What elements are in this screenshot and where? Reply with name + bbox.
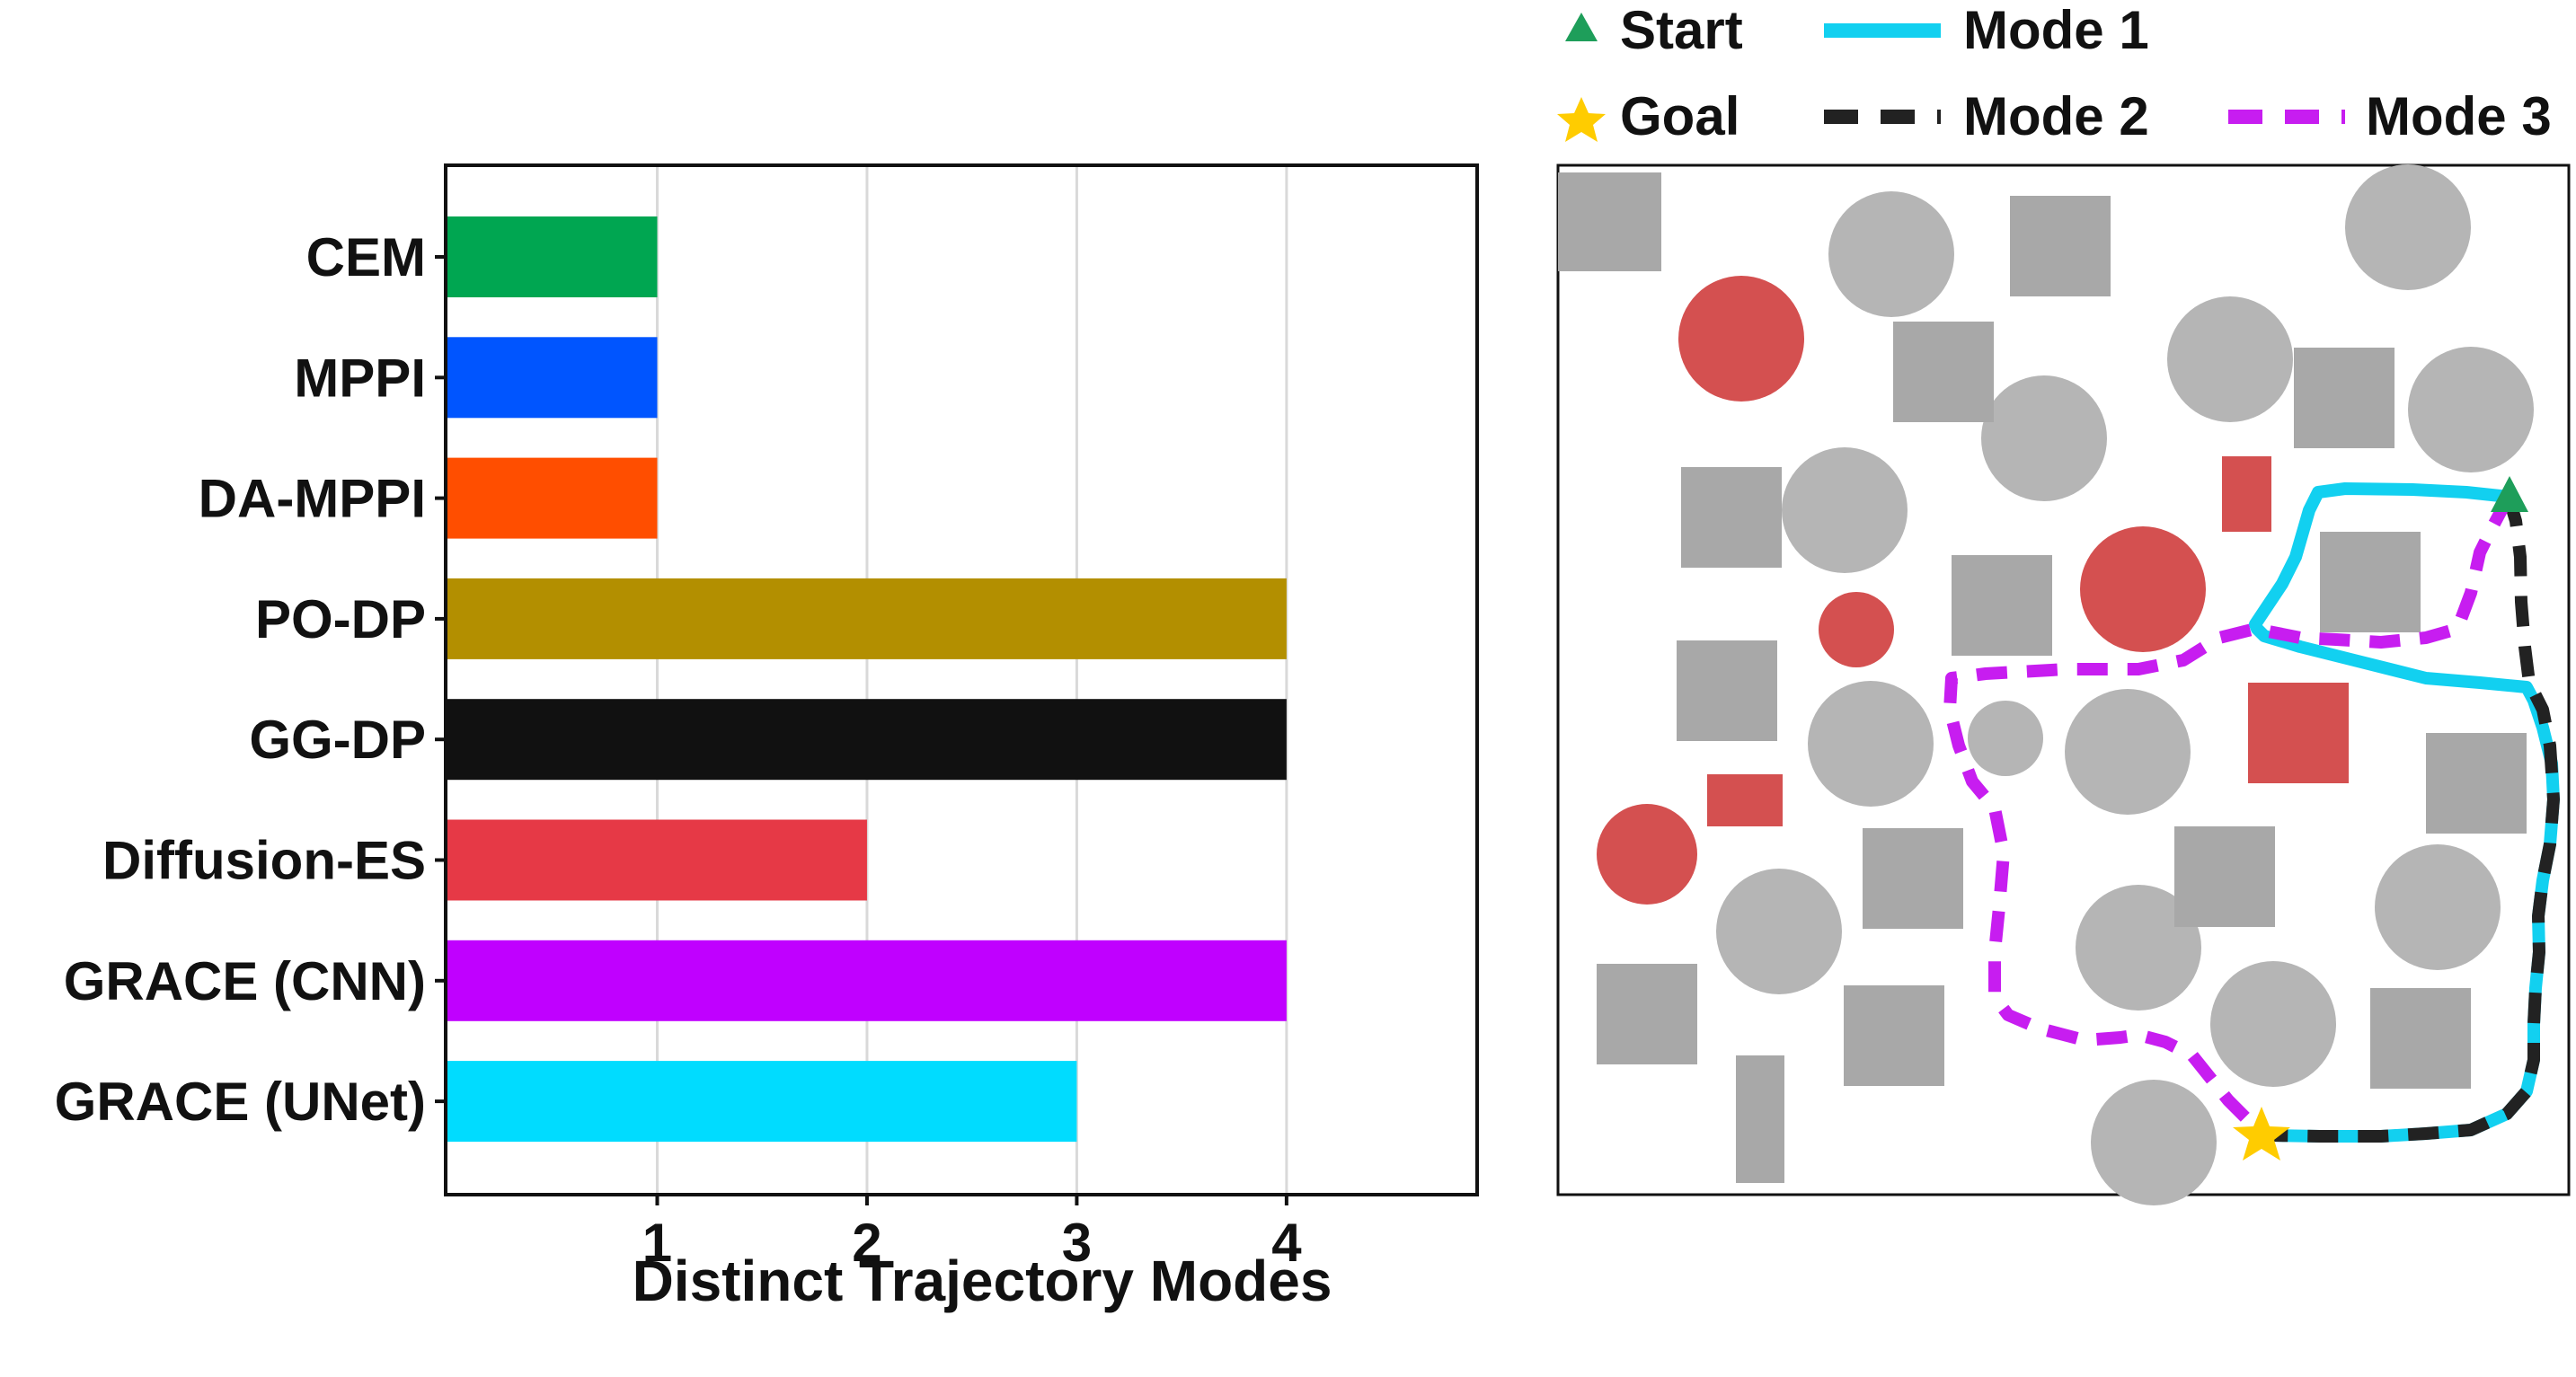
- obstacle-circle-red: [1597, 804, 1697, 905]
- obstacle-square-red: [2222, 456, 2271, 532]
- grid-lines: [655, 167, 1288, 1193]
- y-tick-label: CEM: [306, 227, 426, 287]
- x-tick-label: 1: [642, 1213, 672, 1273]
- bar: [447, 457, 658, 539]
- obstacle-square: [1597, 964, 1697, 1064]
- obstacle-square: [1844, 985, 1944, 1086]
- obstacle-square: [2426, 733, 2527, 834]
- obstacle-square: [1863, 828, 1963, 929]
- obstacle-circle: [1968, 701, 2043, 776]
- obstacle-square: [2174, 826, 2275, 927]
- obstacle-circle: [1808, 681, 1934, 807]
- obstacle-circle-red: [2080, 526, 2206, 652]
- legend-mode1: Mode 1: [1963, 0, 2149, 60]
- obstacle-circle: [2345, 164, 2471, 290]
- obstacle-square: [1677, 640, 1777, 741]
- bar-chart: CEM MPPI DA-MPPI PO-DP GG-DP Diffusion-ES GRAC…: [55, 163, 1479, 1313]
- x-axis-ticks: 1 2 3 4: [642, 1193, 1302, 1273]
- obstacle-square: [1952, 555, 2052, 656]
- obstacle-square: [1558, 172, 1661, 271]
- x-axis-label: Distinct Trajectory Modes: [633, 1249, 1332, 1313]
- obstacle-square: [2370, 988, 2471, 1089]
- obstacle-square: [2010, 196, 2111, 296]
- bar: [447, 337, 658, 419]
- bars: [447, 216, 1287, 1143]
- legend-goal: Goal: [1620, 86, 1739, 146]
- x-tick-label: 2: [852, 1213, 881, 1273]
- obstacle-circle: [2167, 296, 2293, 422]
- obstacle-circle: [1981, 375, 2107, 501]
- goal-marker: [2233, 1107, 2290, 1161]
- obstacle-circle: [1828, 191, 1954, 317]
- y-tick-label: Diffusion-ES: [102, 831, 426, 891]
- x-tick-label: 3: [1062, 1213, 1092, 1273]
- bar: [447, 819, 867, 901]
- y-tick-label: PO-DP: [255, 589, 426, 649]
- obstacle-square-red: [2248, 683, 2349, 783]
- legend: Start Goal Mode 1 Mode 2 Mode 3: [1557, 0, 2552, 146]
- start-legend-icon: [1565, 13, 1598, 41]
- obstacle-circle: [1716, 869, 1842, 994]
- obstacle-circle: [2210, 961, 2336, 1087]
- y-tick-label: MPPI: [294, 348, 426, 408]
- goal-legend-icon: [1557, 97, 1606, 142]
- obstacle-square-red: [1707, 774, 1783, 826]
- y-tick-label: DA-MPPI: [199, 469, 426, 529]
- start-marker: [2491, 476, 2528, 512]
- obstacle-circle-red: [1819, 592, 1894, 667]
- obstacle-circle: [2065, 689, 2191, 815]
- plot-frame: [444, 163, 1479, 1196]
- y-tick-label: GG-DP: [249, 710, 426, 770]
- bar: [447, 1061, 1077, 1143]
- obstacles: [1558, 164, 2534, 1205]
- bar: [447, 940, 1287, 1021]
- legend-mode2: Mode 2: [1963, 86, 2149, 146]
- legend-start: Start: [1620, 0, 1743, 60]
- x-tick-label: 4: [1271, 1213, 1302, 1273]
- obstacle-square: [1736, 1055, 1784, 1183]
- bar: [447, 578, 1287, 659]
- obstacle-circle: [2091, 1080, 2217, 1205]
- obstacle-square: [1893, 322, 1994, 422]
- bar: [447, 699, 1287, 781]
- y-axis-labels: CEM MPPI DA-MPPI PO-DP GG-DP Diffusion-ES GRAC…: [55, 227, 447, 1132]
- obstacle-circle: [1782, 447, 1908, 573]
- obstacle-circle: [2408, 347, 2534, 472]
- mode3-path: [1943, 493, 2515, 1135]
- legend-mode3: Mode 3: [2366, 86, 2552, 146]
- obstacle-square: [1681, 467, 1782, 568]
- obstacle-circle: [2076, 885, 2201, 1011]
- obstacle-circle-red: [1678, 276, 1804, 402]
- obstacle-square: [2294, 348, 2395, 448]
- obstacle-circle: [2375, 844, 2501, 970]
- bar: [447, 216, 658, 297]
- mode2-path: [2272, 495, 2560, 1143]
- obstacle-square: [2320, 532, 2421, 632]
- trajectory-map: [1556, 163, 2571, 1205]
- y-tick-label: GRACE (CNN): [64, 951, 426, 1011]
- y-tick-label: GRACE (UNet): [55, 1072, 426, 1132]
